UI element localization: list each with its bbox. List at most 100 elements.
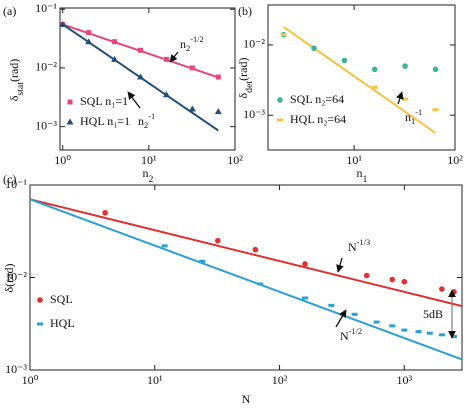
annotation: n2-1 <box>138 112 155 130</box>
marker <box>402 63 408 69</box>
text-part: n <box>143 166 149 180</box>
x-axis-label: N <box>242 392 251 406</box>
x-axis-label: n2 <box>143 166 154 185</box>
y-tick-label: 10⁻³ <box>35 118 57 132</box>
marker <box>277 118 283 122</box>
plot-frame <box>267 4 456 151</box>
text-part: N <box>348 240 357 254</box>
annotation-arrow <box>169 51 179 63</box>
marker <box>371 85 378 89</box>
marker <box>59 20 67 27</box>
marker <box>401 278 408 285</box>
marker <box>102 210 108 216</box>
marker <box>111 55 119 62</box>
x-tick-label: 10⁰ <box>54 153 71 167</box>
marker <box>161 244 168 248</box>
x-tick-label: 10² <box>272 373 288 387</box>
marker <box>137 73 145 80</box>
text-part: 2 <box>186 44 190 53</box>
text-part: 5dB <box>423 307 443 321</box>
plot-frame <box>29 184 463 371</box>
text-part: -1/3 <box>357 238 371 247</box>
text-part: (rad) <box>236 58 250 81</box>
y-tick-label: 10⁻² <box>243 37 265 51</box>
legend-label: HQL n₁=1 <box>80 114 130 128</box>
text-part: n <box>138 114 144 128</box>
x-tick-label: 10³ <box>397 373 413 387</box>
annotation: n2-1/2 <box>180 35 204 53</box>
y-tick-label: 10⁻¹ <box>35 1 57 15</box>
text-part: (rad) <box>7 59 21 82</box>
marker <box>188 105 196 112</box>
fit-line <box>283 26 437 134</box>
legend-label: HQL n₂=64 <box>290 112 346 126</box>
marker <box>37 297 43 303</box>
text-part: -1 <box>415 108 422 117</box>
text-part: n <box>405 110 411 124</box>
text-part: δ(rad) <box>2 264 16 293</box>
marker <box>199 259 206 263</box>
marker <box>85 38 93 45</box>
text-part: N <box>242 392 251 406</box>
x-tick-label: 10¹ <box>346 153 362 167</box>
marker <box>257 282 264 286</box>
marker <box>311 45 317 51</box>
text-part: det <box>244 81 255 93</box>
legend-label: HQL <box>50 316 75 330</box>
panel-label: (a) <box>3 4 16 18</box>
text-part: 2 <box>144 121 148 130</box>
marker <box>439 286 445 292</box>
marker <box>402 97 409 101</box>
annotation: N-1/2 <box>340 327 362 342</box>
x-tick-label: 10¹ <box>147 373 163 387</box>
marker <box>351 312 358 316</box>
y-tick-label: 10⁻² <box>5 269 27 283</box>
x-tick-label: 10¹ <box>141 153 157 167</box>
text-part: 2 <box>149 174 154 185</box>
text-part: 1 <box>411 117 415 126</box>
marker <box>302 261 308 267</box>
marker <box>280 33 287 37</box>
marker <box>438 333 445 337</box>
y-tick-label: 10⁻¹ <box>5 177 27 191</box>
marker <box>252 246 259 253</box>
text-part: stat <box>15 82 26 96</box>
marker <box>415 330 422 334</box>
marker <box>67 99 73 105</box>
text-part: δ <box>236 92 250 98</box>
text-part: -1/2 <box>190 35 204 44</box>
marker <box>389 324 396 328</box>
marker <box>138 47 144 53</box>
marker <box>302 296 309 300</box>
x-tick-label: 10⁰ <box>22 373 39 387</box>
y-tick-label: 10⁻³ <box>5 362 27 376</box>
annotation: N-1/3 <box>348 238 370 253</box>
x-tick-label: 10² <box>447 153 463 167</box>
text-part: n <box>357 166 363 180</box>
legend-label: SQL <box>50 292 73 306</box>
text-part: n <box>180 37 186 51</box>
y-tick-label: 10⁻² <box>35 60 57 74</box>
legend-label: SQL n₁=1 <box>80 94 128 108</box>
x-axis-label: n1 <box>357 166 368 185</box>
marker <box>86 30 92 36</box>
panel-label: (c) <box>3 172 16 186</box>
marker <box>37 322 43 326</box>
marker <box>189 65 195 71</box>
plot-frame <box>59 7 236 151</box>
text-part: δ <box>7 95 21 101</box>
legend-label: SQL n₂=64 <box>290 92 344 106</box>
marker <box>162 91 170 98</box>
marker <box>432 108 439 112</box>
marker <box>341 57 348 64</box>
marker <box>328 303 335 307</box>
marker <box>389 276 396 283</box>
marker <box>401 328 408 332</box>
x-tick-label: 10² <box>227 153 243 167</box>
marker <box>277 97 283 103</box>
marker <box>66 118 74 125</box>
annotation: 5dB <box>423 307 443 321</box>
marker <box>371 66 378 73</box>
fit-line <box>29 198 463 361</box>
text-part: N <box>340 329 349 343</box>
